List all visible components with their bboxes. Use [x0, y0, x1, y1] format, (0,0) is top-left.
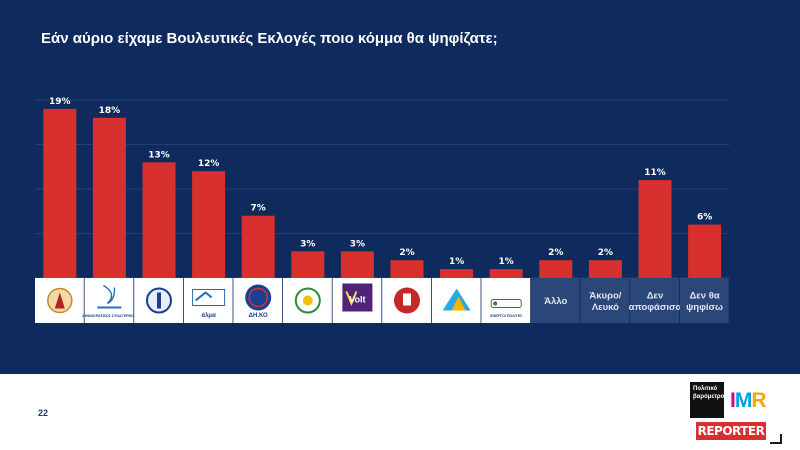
- value-label: 1%: [449, 257, 464, 267]
- chart-title: Εάν αύριο είχαμε Βουλευτικές Εκλογές ποι…: [41, 30, 498, 47]
- value-label: 2%: [548, 248, 563, 258]
- bar: [291, 251, 325, 278]
- category-cell: [531, 278, 580, 323]
- party-logo-3: [146, 287, 172, 314]
- party-logo-9: [442, 288, 471, 311]
- logo-text: ΕΝΕΡΓΟΙ ΠΟΛΙΤΕΣ: [490, 314, 523, 318]
- logo-text: ΔΗΜΟΚΡΑΤΙΚΟΣ ΣΥΝΑΓΕΡΜΟΣ: [82, 314, 137, 318]
- party-logo-2: [97, 284, 122, 309]
- value-label: 18%: [99, 106, 121, 116]
- logo-text: άλμα: [201, 313, 216, 319]
- reporter-logo: REPORTER: [696, 422, 766, 440]
- value-label: 6%: [697, 213, 712, 223]
- category-cell: [84, 278, 134, 323]
- party-logo-6: [294, 287, 321, 314]
- bar: [241, 215, 275, 278]
- category-cell: [580, 278, 630, 323]
- party-logo-1: [47, 287, 73, 314]
- bar: [43, 108, 77, 279]
- logo-text: ΔΗ.ΚΟ: [249, 313, 268, 319]
- brand-logos: Πολιτικό βαρόμετρο IMR REPORTER: [690, 378, 795, 446]
- bar: [489, 269, 523, 278]
- party-logo-4: [192, 289, 226, 306]
- party-logo-8: [394, 287, 420, 314]
- value-label: 2%: [598, 248, 613, 258]
- imr-logo-i: I: [730, 389, 736, 412]
- value-label: 12%: [198, 159, 220, 169]
- bar: [539, 260, 573, 278]
- bar: [390, 260, 424, 278]
- bar: [192, 171, 226, 278]
- value-label: 3%: [350, 239, 365, 249]
- party-logo-7: [342, 283, 373, 312]
- bar: [340, 251, 374, 278]
- bar: [688, 224, 722, 278]
- bar: [588, 260, 622, 278]
- value-label: 1%: [499, 257, 514, 267]
- bar: [142, 162, 176, 278]
- bar: [638, 180, 672, 278]
- value-label: 7%: [251, 204, 266, 214]
- category-label: Δεν θα: [689, 290, 719, 301]
- logo-text: Volt: [349, 295, 365, 305]
- category-label: αποφάσισα: [629, 302, 682, 313]
- bar-chart: 19% ΔΗΜΟΚΡΑΤΙΚΟΣ ΣΥΝΑΓΕΡΜΟΣ 18% 13% άλμα 12% Δ…: [35, 97, 730, 323]
- category-label: Άλλο: [544, 296, 567, 307]
- category-label: Άκυρο/: [589, 290, 621, 301]
- bar: [92, 117, 126, 278]
- value-label: 13%: [148, 150, 170, 160]
- value-label: 19%: [49, 97, 71, 107]
- category-label: Λευκό: [592, 302, 619, 313]
- page-number: 22: [38, 408, 49, 418]
- party-logo-5: [245, 284, 272, 311]
- value-label: 3%: [300, 239, 315, 249]
- imr-logo-r: R: [751, 389, 766, 412]
- category-label: Δεν: [647, 290, 664, 301]
- partner-logo: Πολιτικό βαρόμετρο: [690, 382, 724, 418]
- imr-logo-m: M: [734, 389, 752, 412]
- category-cell: [630, 278, 679, 323]
- category-label: ψηφίσω: [686, 302, 723, 313]
- corner-mark: [770, 434, 782, 444]
- imr-logo: IMR: [730, 389, 767, 412]
- category-cell: [679, 278, 729, 323]
- party-logo-10: [490, 299, 522, 308]
- value-label: 11%: [644, 168, 666, 178]
- value-label: 2%: [399, 248, 414, 258]
- bar: [440, 269, 474, 278]
